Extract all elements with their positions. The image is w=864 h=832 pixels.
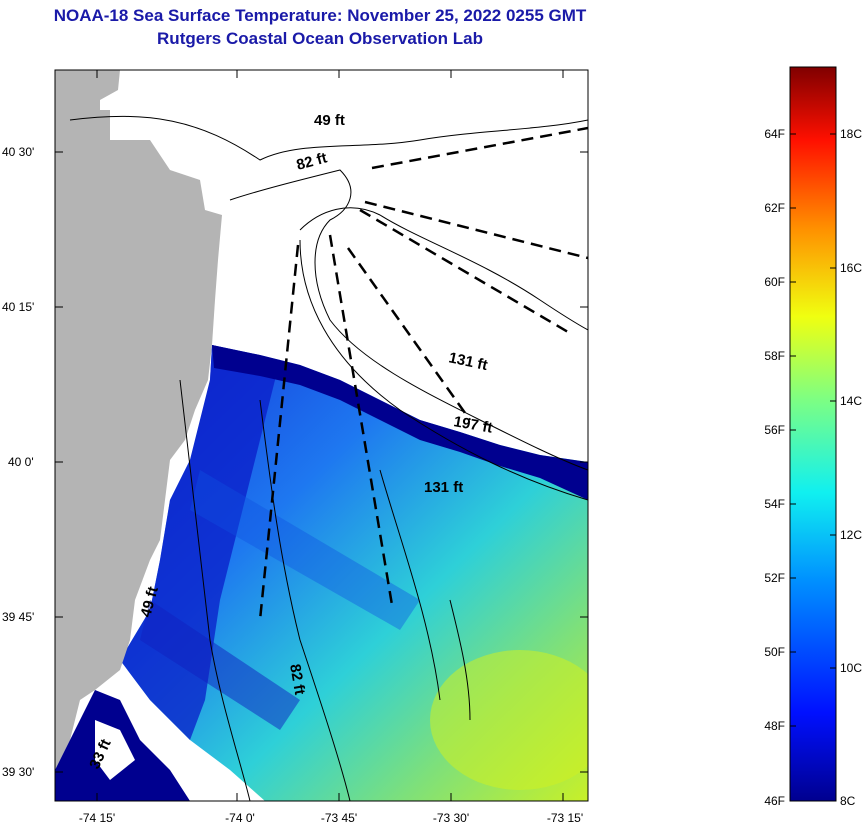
colorbar-c-label: 12C <box>840 528 862 542</box>
colorbar-f-label: 62F <box>764 201 785 215</box>
colorbar-f-label: 64F <box>764 127 785 141</box>
map-subtitle: Rutgers Coastal Ocean Observation Lab <box>157 29 483 48</box>
cloud-edge-band <box>212 345 588 500</box>
colorbar-f-label: 60F <box>764 275 785 289</box>
transect-lines <box>258 126 588 621</box>
colorbar-f-label: 54F <box>764 497 785 511</box>
lat-tick-label: 40 30' <box>2 145 34 159</box>
cold-streak <box>140 600 300 730</box>
colorbar-c-label: 10C <box>840 661 862 675</box>
contour-label: 197 ft <box>452 413 494 437</box>
lon-tick-label: -74 15' <box>79 811 115 825</box>
colorbar-f-label: 46F <box>764 794 785 808</box>
cold-streak <box>190 470 420 630</box>
colorbar-f-label: 52F <box>764 571 785 585</box>
colorbar-f-label: 58F <box>764 349 785 363</box>
map-frame <box>54 69 589 802</box>
contour-label: 82 ft <box>286 663 308 696</box>
contour-label: 49 ft <box>314 112 345 129</box>
colorbar-c-label: 18C <box>840 127 862 141</box>
colorbar-c-label: 8C <box>840 794 856 808</box>
map-title: NOAA-18 Sea Surface Temperature: Novembe… <box>53 6 587 25</box>
colorbar-f-label: 48F <box>764 719 785 733</box>
lon-tick-label: -73 45' <box>321 811 357 825</box>
land-new-jersey <box>55 70 222 770</box>
warm-water-patch <box>430 650 588 790</box>
lon-tick-label: -74 0' <box>225 811 255 825</box>
colorbar-c-label: 14C <box>840 394 862 408</box>
cloud-gap <box>95 720 135 780</box>
frame-ticks <box>55 70 588 801</box>
lat-tick-label: 40 15' <box>2 300 34 314</box>
lat-tick-label: 40 0' <box>8 455 34 469</box>
colorbar-ticks <box>790 133 836 727</box>
lon-tick-label: -73 30' <box>433 811 469 825</box>
lat-tick-label: 39 30' <box>2 765 34 779</box>
land-long-island <box>55 70 120 120</box>
depth-contours <box>69 115 588 801</box>
colorbar <box>789 66 837 802</box>
map-area <box>55 70 588 801</box>
contour-label: 131 ft <box>424 479 463 496</box>
lat-tick-label: 39 45' <box>2 610 34 624</box>
colorbar-f-label: 56F <box>764 423 785 437</box>
colorbar-c-label: 16C <box>840 261 862 275</box>
lon-tick-label: -73 15' <box>547 811 583 825</box>
colorbar-f-label: 50F <box>764 645 785 659</box>
